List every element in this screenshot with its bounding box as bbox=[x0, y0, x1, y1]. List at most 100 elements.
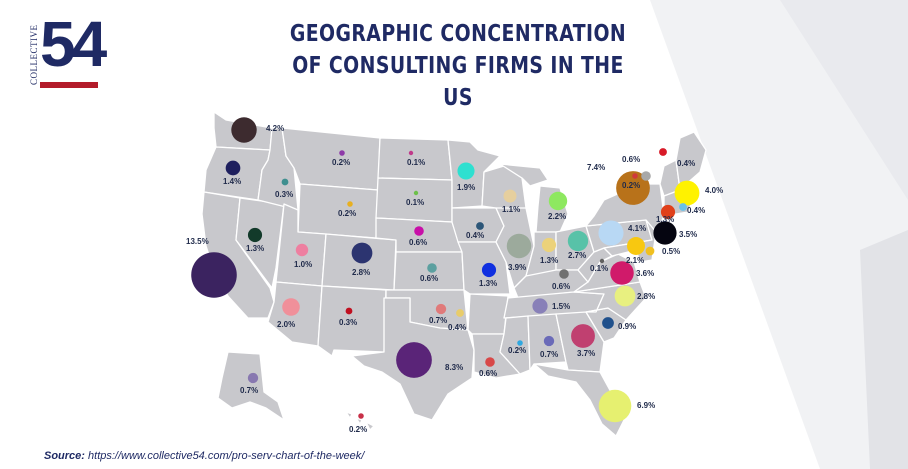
bubble-6 bbox=[347, 201, 353, 207]
bubble-label-48: 0.7% bbox=[240, 386, 258, 395]
bubble-8 bbox=[503, 189, 517, 203]
bubble-label-9: 2.2% bbox=[548, 212, 566, 221]
bubble-36 bbox=[532, 298, 548, 314]
bubble-41 bbox=[456, 309, 464, 317]
bubble-49 bbox=[358, 413, 364, 419]
bubble-23 bbox=[674, 180, 700, 206]
bubble-label-46: 3.7% bbox=[577, 349, 595, 358]
bubble-21 bbox=[659, 148, 667, 156]
source-line: Source: https://www.collective54.com/pro… bbox=[44, 450, 364, 462]
bubble-label-8: 1.1% bbox=[502, 205, 520, 214]
bubble-16 bbox=[506, 233, 532, 259]
bubble-24 bbox=[679, 203, 687, 211]
bubble-label-24: 0.4% bbox=[687, 206, 705, 215]
bubble-label-21: 0.4% bbox=[677, 159, 695, 168]
bubble-label-38: 2.0% bbox=[277, 320, 295, 329]
bubble-33 bbox=[427, 263, 437, 273]
bubble-2 bbox=[281, 178, 289, 186]
bubble-label-22: 0.2% bbox=[622, 181, 640, 190]
bubble-label-49: 0.2% bbox=[349, 425, 367, 434]
bubble-label-18: 2.7% bbox=[568, 251, 586, 260]
logo-bar bbox=[40, 82, 98, 88]
bubble-label-7: 0.1% bbox=[406, 198, 424, 207]
bubble-19 bbox=[616, 171, 650, 205]
source-label: Source: bbox=[44, 450, 85, 462]
bubble-29 bbox=[627, 237, 645, 255]
bubble-label-23: 4.0% bbox=[705, 186, 723, 195]
bubble-label-11: 1.3% bbox=[246, 244, 264, 253]
bubble-3 bbox=[339, 150, 345, 156]
bubble-label-15: 0.4% bbox=[466, 231, 484, 240]
chart-title: GEOGRAPHIC CONCENTRATION OF CONSULTING F… bbox=[287, 18, 628, 114]
bubble-label-32: 2.8% bbox=[637, 292, 655, 301]
bubble-30 bbox=[599, 258, 605, 264]
bubble-label-12: 1.0% bbox=[294, 260, 312, 269]
bubble-9 bbox=[548, 191, 568, 211]
collective54-logo: COLLECTIVE 54 bbox=[26, 12, 107, 96]
bubble-4 bbox=[408, 150, 414, 156]
bubble-12 bbox=[295, 243, 309, 257]
bubble-label-27: 0.5% bbox=[662, 247, 680, 256]
bubble-27 bbox=[645, 246, 655, 256]
bubble-34 bbox=[481, 262, 497, 278]
logo-number: 54 bbox=[40, 8, 107, 80]
bubble-label-1: 1.4% bbox=[223, 177, 241, 186]
bubble-37 bbox=[602, 317, 614, 329]
bubble-label-13: 2.8% bbox=[352, 268, 370, 277]
title-line-2: OF CONSULTING FIRMS IN THE US bbox=[292, 53, 624, 111]
bubble-43 bbox=[485, 357, 495, 367]
bubble-26 bbox=[653, 221, 677, 245]
bubble-35 bbox=[559, 269, 569, 279]
bubble-labels: 4.2% 1.4% 0.3% 0.2% 0.1% 1.9% 0.2% 0.1% 1.1% 2.2%… bbox=[186, 124, 723, 434]
bubble-32 bbox=[614, 285, 636, 307]
bubble-label-10: 13.5% bbox=[186, 237, 209, 246]
bubble-label-42: 8.3% bbox=[445, 363, 463, 372]
bubble-label-25: 1.3% bbox=[656, 215, 674, 224]
bubble-1 bbox=[225, 160, 241, 176]
bubble-label-45: 0.7% bbox=[540, 350, 558, 359]
bubble-label-37: 0.9% bbox=[618, 322, 636, 331]
bubble-label-0: 4.2% bbox=[266, 124, 284, 133]
bubble-label-43: 0.6% bbox=[479, 369, 497, 378]
bubble-label-26: 3.5% bbox=[679, 230, 697, 239]
bubble-46 bbox=[571, 324, 595, 348]
bubble-label-41: 0.4% bbox=[448, 323, 466, 332]
bubble-28 bbox=[598, 220, 624, 246]
bubble-11 bbox=[247, 227, 263, 243]
bubble-label-17: 1.3% bbox=[540, 256, 558, 265]
bubble-label-39: 0.3% bbox=[339, 318, 357, 327]
bubble-13 bbox=[351, 242, 373, 264]
bubble-label-33: 0.6% bbox=[420, 274, 438, 283]
bubble-31 bbox=[610, 261, 634, 285]
bubble-label-31: 3.6% bbox=[636, 269, 654, 278]
bubble-47 bbox=[598, 389, 632, 423]
bubble-label-19: 7.4% bbox=[587, 163, 605, 172]
bubble-22 bbox=[632, 173, 638, 179]
bubble-48 bbox=[247, 372, 259, 384]
bubble-label-2: 0.3% bbox=[275, 190, 293, 199]
bubble-42 bbox=[396, 342, 432, 378]
bubble-label-36: 1.5% bbox=[552, 302, 570, 311]
bubble-20 bbox=[641, 171, 651, 181]
bubble-label-5: 1.9% bbox=[457, 183, 475, 192]
source-url: https://www.collective54.com/pro-serv-ch… bbox=[88, 450, 365, 462]
bubble-45 bbox=[543, 335, 555, 347]
bubbles bbox=[191, 117, 700, 423]
bubble-39 bbox=[345, 307, 353, 315]
bubble-10 bbox=[191, 252, 237, 298]
bubble-label-30: 0.1% bbox=[590, 264, 608, 273]
title-line-1: GEOGRAPHIC CONCENTRATION bbox=[289, 21, 627, 47]
bubble-label-16: 3.9% bbox=[508, 263, 526, 272]
bubble-25 bbox=[660, 204, 676, 220]
bubble-14 bbox=[414, 226, 424, 236]
bubble-label-40: 0.7% bbox=[429, 316, 447, 325]
bubble-label-34: 1.3% bbox=[479, 279, 497, 288]
bubble-label-20: 0.6% bbox=[622, 155, 640, 164]
bubble-label-44: 0.2% bbox=[508, 346, 526, 355]
bubble-label-35: 0.6% bbox=[552, 282, 570, 291]
bubble-label-14: 0.6% bbox=[409, 238, 427, 247]
bubble-label-3: 0.2% bbox=[332, 158, 350, 167]
bubble-38 bbox=[282, 298, 300, 316]
